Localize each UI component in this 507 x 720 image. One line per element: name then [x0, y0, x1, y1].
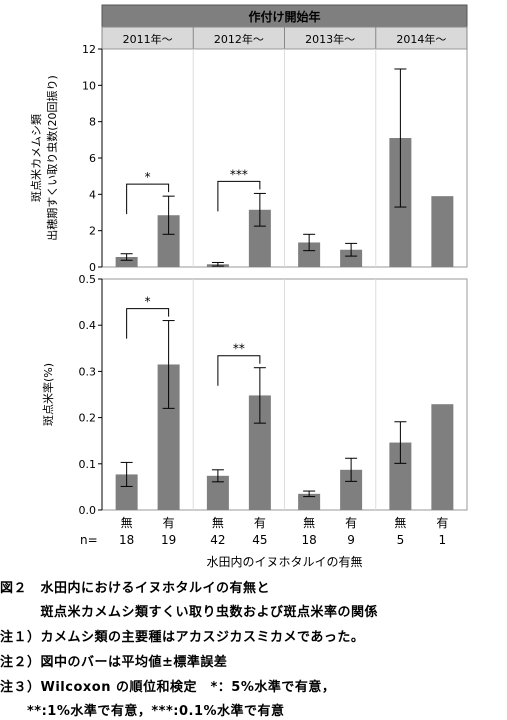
- y-tick-label: 0.1: [79, 458, 97, 471]
- bar: [157, 215, 180, 267]
- y-tick-label: 0.2: [79, 412, 97, 425]
- y-tick-label: 0: [89, 261, 96, 274]
- y-axis-label-line2: 出穂期すくい取り虫数(20回振り): [45, 75, 59, 241]
- bar: [157, 364, 180, 510]
- y-tick-label: 6: [89, 152, 96, 165]
- note-4: **:1%水準で有意，***:0.1%水準で有意: [0, 704, 285, 719]
- n-value: 45: [252, 533, 267, 547]
- figure-title-line1: 図２ 水田内におけるイヌホタルイの有無と: [0, 581, 271, 596]
- note-3: 注３）Wilcoxon の順位和検定 *：5%水準で有意，: [0, 680, 336, 695]
- n-value: 42: [210, 533, 225, 547]
- bar: [340, 249, 363, 267]
- y-tick-label: 4: [89, 188, 96, 201]
- note-2: 注２）図中のバーは平均値±標準誤差: [0, 655, 228, 670]
- strip-title: 作付け開始年: [248, 9, 320, 24]
- n-value: 9: [347, 533, 355, 547]
- x-tick-label: 無: [212, 515, 224, 530]
- n-value: 19: [161, 533, 176, 547]
- significance-label: *: [145, 170, 151, 184]
- n-label: n=: [80, 533, 98, 547]
- significance-label: ***: [230, 167, 248, 181]
- figure-title-line2: 斑点米カメムシ類すくい取り虫数および斑点米率の関係: [0, 605, 379, 620]
- y-tick-label: 0.0: [79, 504, 97, 517]
- y-tick-label: 0.4: [79, 319, 97, 332]
- note-1: 注１）カメムシ類の主要種はアカスジカスミカメであった。: [0, 630, 365, 645]
- bar: [115, 257, 138, 267]
- significance-bracket: [217, 355, 261, 386]
- n-value: 18: [301, 533, 316, 547]
- n-value: 18: [119, 533, 134, 547]
- n-value: 1: [439, 533, 447, 547]
- bar: [248, 209, 271, 267]
- significance-bracket: [126, 308, 170, 339]
- bar: [431, 404, 454, 510]
- x-tick-label: 無: [394, 515, 406, 530]
- y-tick-label: 0.3: [79, 365, 97, 378]
- significance-label: *: [145, 295, 151, 309]
- significance-bracket: [217, 180, 261, 212]
- bar: [298, 493, 321, 510]
- year-label: 2011年～: [123, 32, 173, 46]
- y-axis-label: 斑点米カメムシ類: [30, 114, 43, 202]
- x-tick-label: 有: [254, 516, 266, 530]
- year-label: 2012年～: [214, 32, 264, 46]
- significance-label: **: [233, 342, 245, 356]
- bar: [431, 196, 454, 267]
- y-tick-label: 2: [89, 225, 96, 238]
- x-tick-label: 無: [303, 515, 315, 530]
- x-tick-label: 有: [436, 516, 448, 530]
- chart: 作付け開始年 2011年～ 2012年～ 2013年～ 2014年～ 0 2 4 6 8 10 12 斑…: [30, 4, 468, 569]
- significance-bracket: [126, 183, 170, 215]
- x-tick-label: 有: [345, 516, 357, 530]
- y-axis-label: 斑点米率(%): [41, 363, 55, 426]
- x-tick-label: 有: [163, 516, 175, 530]
- bar: [206, 475, 229, 510]
- bar: [389, 442, 412, 510]
- bar: [340, 469, 363, 510]
- year-label: 2014年～: [396, 32, 446, 46]
- x-axis-label: 水田内のイヌホタルイの有無: [206, 554, 362, 569]
- y-tick-label: 12: [82, 43, 96, 56]
- year-label: 2013年～: [305, 32, 355, 46]
- x-tick-label: 無: [121, 515, 133, 530]
- y-tick-label: 0.5: [79, 273, 97, 286]
- n-value: 5: [397, 533, 405, 547]
- bar: [248, 395, 271, 510]
- y-tick-label: 10: [82, 79, 96, 92]
- bar: [298, 242, 321, 267]
- y-tick-label: 8: [89, 116, 96, 129]
- bar: [115, 474, 138, 510]
